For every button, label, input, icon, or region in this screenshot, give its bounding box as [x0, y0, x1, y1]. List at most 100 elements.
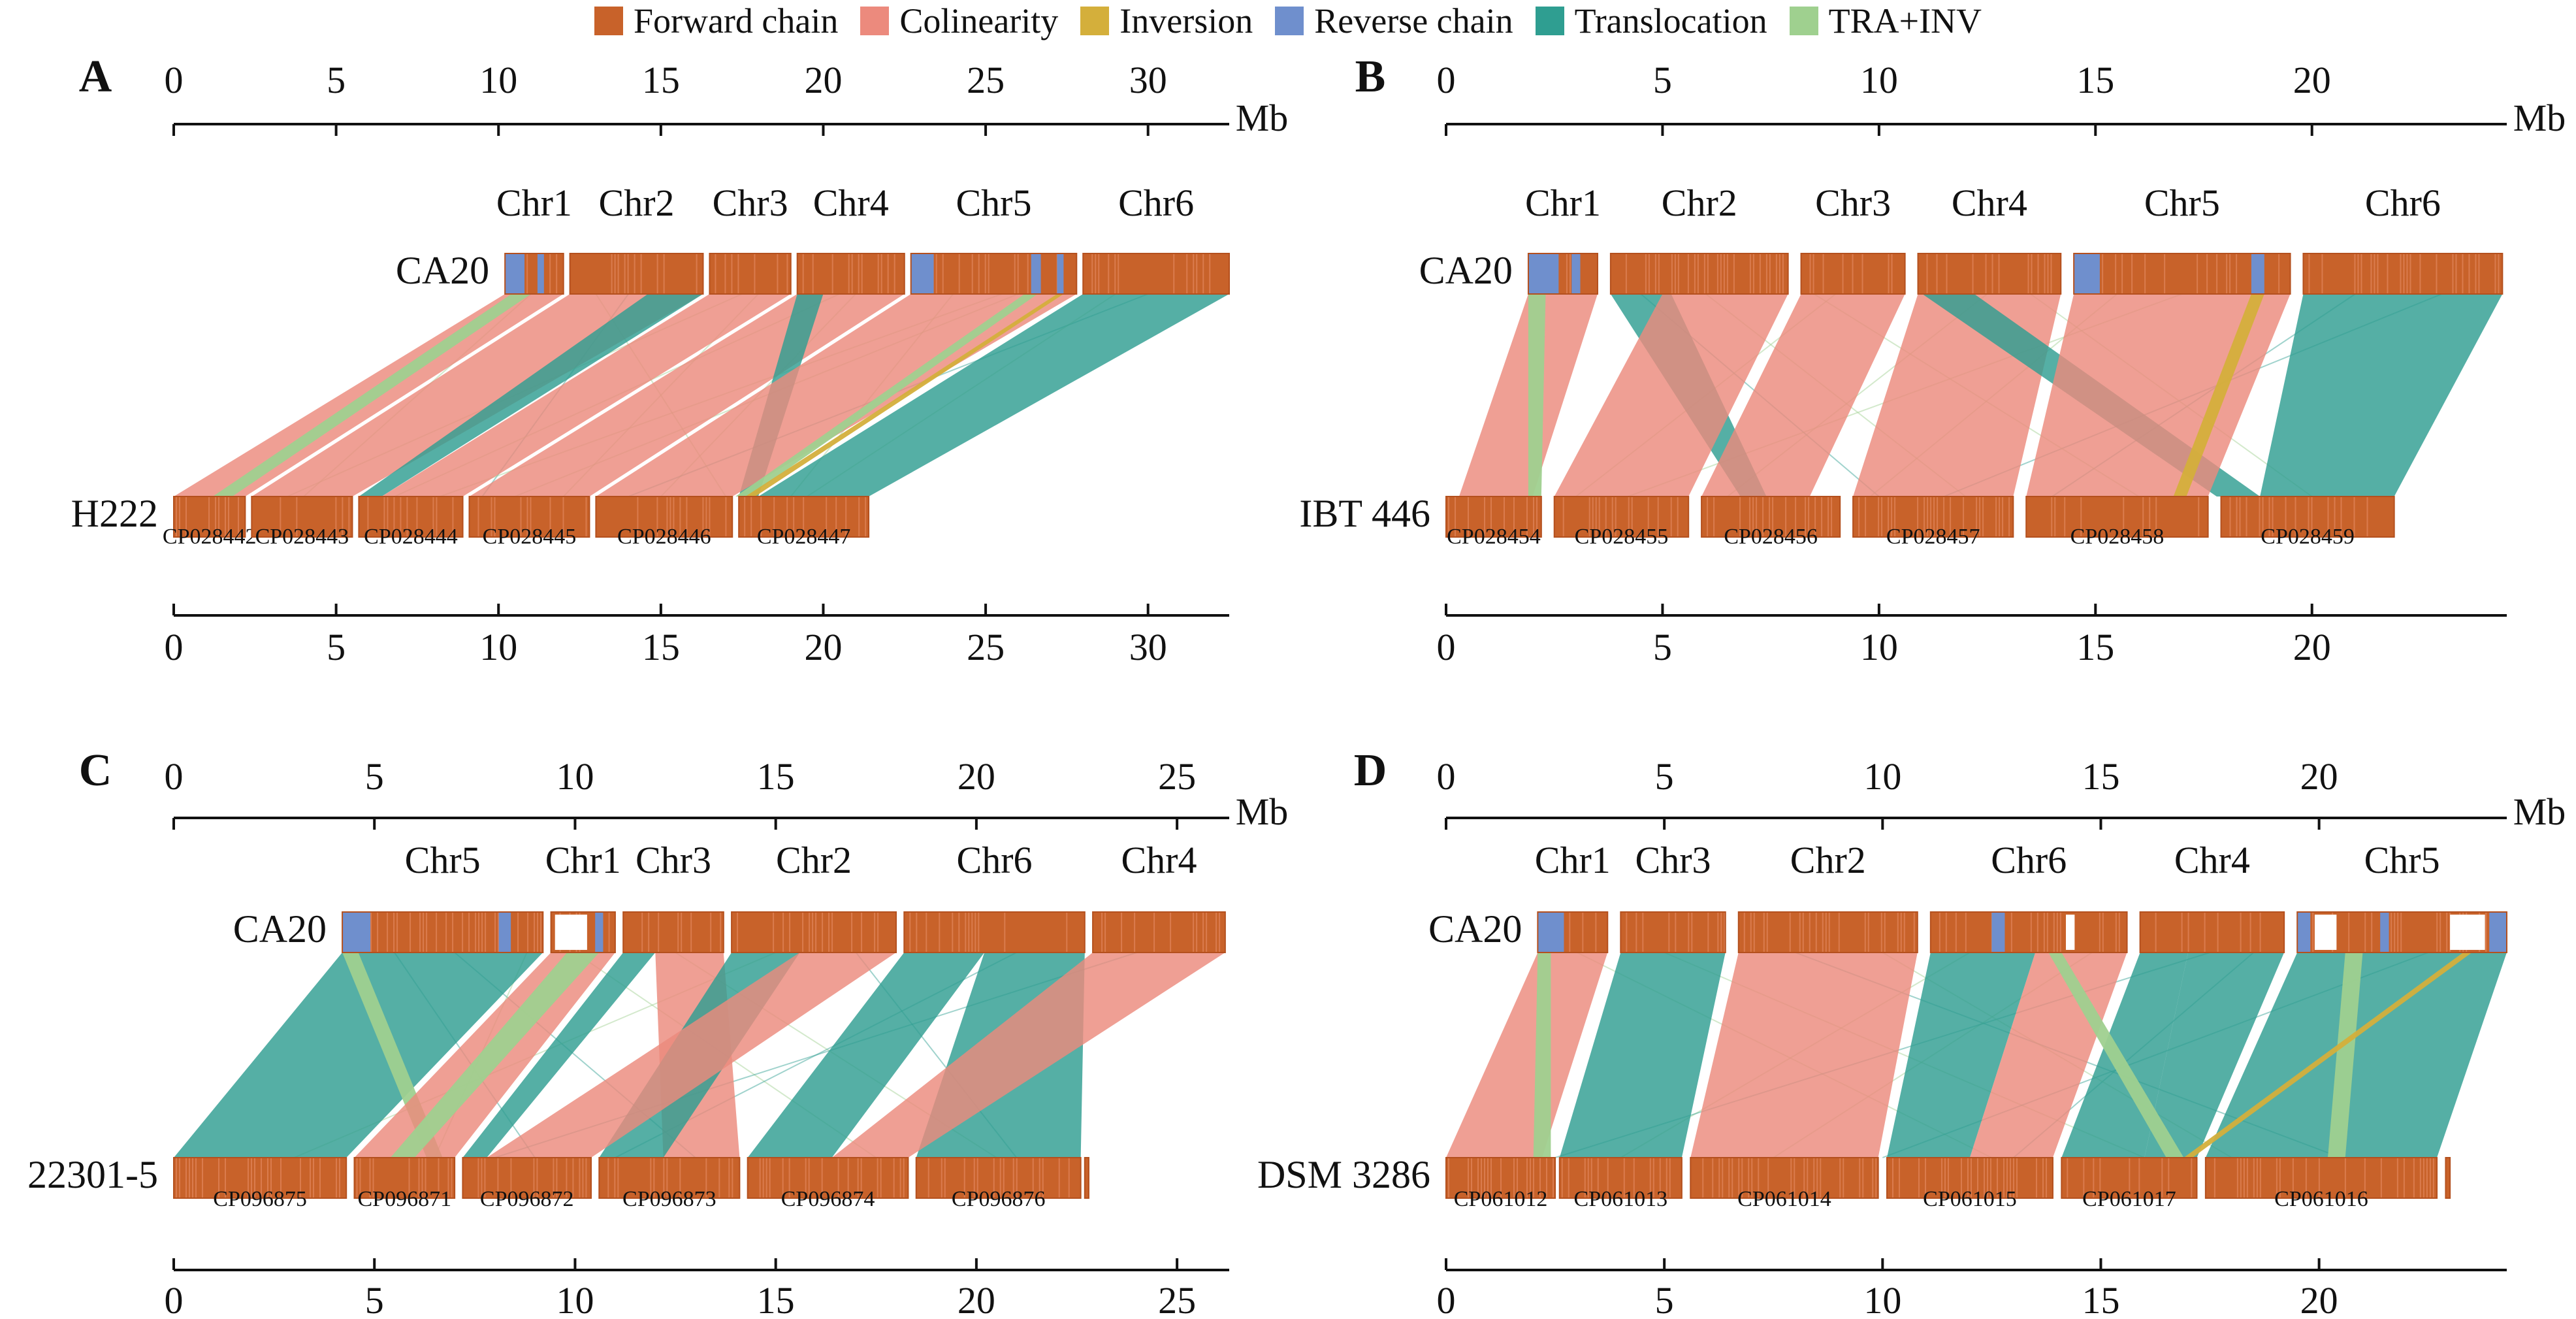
query-contig-streak: [447, 1158, 449, 1198]
query-contig-streak: [1592, 497, 1594, 537]
query-contig-streak: [2080, 497, 2082, 537]
query-contig-streak: [176, 1158, 177, 1198]
reference-chromosome-border: [1800, 253, 1906, 295]
reference-chromosome-body: [342, 912, 543, 953]
query-contig-streak: [857, 1158, 859, 1198]
reference-chromosome-streak: [1842, 253, 1844, 294]
query-contig-border: [251, 496, 353, 538]
query-contig-streak: [520, 497, 522, 537]
reference-chromosome-streak: [1884, 912, 1886, 953]
query-contig-streak: [2138, 1158, 2140, 1198]
legend-item: Inversion: [1080, 1, 1253, 41]
query-contig-streak: [1568, 1158, 1570, 1198]
query-contig-border: [1886, 1157, 2053, 1199]
query-contig-streak: [637, 497, 639, 537]
query-contig-streak: [837, 1158, 839, 1198]
query-contig-streak: [369, 1158, 371, 1198]
reference-chromosome-streak: [2115, 253, 2117, 294]
panel-letter: A: [79, 52, 112, 102]
query-contig-streak: [228, 497, 229, 537]
query-contig-streak: [335, 497, 337, 537]
reference-chromosome-streak: [1153, 912, 1155, 953]
query-contig-streak: [1607, 1158, 1609, 1198]
query-contig-streak: [553, 1158, 555, 1198]
query-contig-streak: [359, 1158, 361, 1198]
legend: Forward chain Colinearity Inversion Reverse…: [0, 0, 2576, 42]
reference-chromosome-streak: [1098, 253, 1100, 294]
query-contig-streak: [893, 1158, 895, 1198]
query-contig-streak: [1504, 497, 1505, 537]
reference-chromosome: [1929, 911, 2128, 953]
reference-chromosome-streak: [2050, 253, 2052, 294]
query-contig-streak: [2042, 1158, 2044, 1198]
contig-label: CP028455: [1575, 525, 1669, 549]
reference-chromosome-body: [797, 253, 905, 294]
reference-chromosome-streak: [1903, 912, 1905, 953]
query-contig-streak: [1484, 497, 1485, 537]
contig-label: CP028442: [163, 525, 257, 549]
query-contig-streak: [1530, 1158, 1531, 1198]
reference-chromosome-streak: [1946, 253, 1948, 294]
query-contig-streak: [400, 497, 402, 537]
top-tick-label: 20: [958, 755, 995, 798]
reference-chromosome-streak: [681, 912, 683, 953]
reference-chromosome-border: [569, 253, 704, 295]
query-contig-body: [1084, 1158, 1089, 1198]
query-contig-streak: [248, 1158, 249, 1198]
reference-chromosome-streak: [1880, 912, 1882, 953]
reference-chromosome-streak: [1569, 253, 1571, 294]
reference-chromosome-streak: [2030, 912, 2032, 953]
query-contig-streak: [1677, 497, 1679, 537]
query-contig-streak: [2236, 1158, 2238, 1198]
query-contig-streak: [1657, 497, 1659, 537]
reference-chromosome-streak: [2494, 253, 2496, 294]
query-contig-streak: [1924, 497, 1925, 537]
reference-chromosome-streak: [958, 912, 960, 953]
reference-chromosome-streak: [887, 253, 889, 294]
reference-chromosome-streak: [549, 253, 551, 294]
reference-chromosome-streak: [1104, 912, 1106, 953]
reference-chromosome-streak: [452, 912, 454, 953]
reference-chromosome-streak: [851, 912, 853, 953]
query-contig-streak: [383, 497, 385, 537]
query-contig-streak: [2093, 1158, 2095, 1198]
bottom-tick-label: 10: [556, 1279, 594, 1319]
reference-chromosome-border: [1620, 911, 1726, 953]
query-contig-streak: [1995, 497, 1997, 537]
legend-label: Translocation: [1574, 1, 1767, 41]
query-contig-streak: [1888, 497, 1890, 537]
reference-chromosome-streak: [1017, 253, 1019, 294]
query-contig-streak: [2064, 497, 2066, 537]
reference-chromosome-streak: [2206, 253, 2208, 294]
reference-chromosome-reverse-region: [595, 912, 604, 953]
query-contig-streak: [1595, 497, 1597, 537]
reference-chromosome-reverse-region: [2489, 912, 2507, 953]
query-contig-streak: [2294, 497, 2296, 537]
reference-chromosome-streak: [812, 912, 814, 953]
contig-label: CP061012: [1454, 1187, 1548, 1211]
query-contig-border: [1558, 1157, 1682, 1199]
reference-chromosome-streak: [1809, 912, 1811, 953]
query-contig-streak: [2353, 497, 2355, 537]
bottom-tick-label: 0: [1437, 626, 1456, 668]
reference-chromosome-streak: [1861, 253, 1863, 294]
legend-item: Translocation: [1535, 1, 1767, 41]
top-tick-label: 0: [1437, 59, 1456, 101]
contig-label: CP096876: [952, 1187, 1046, 1211]
reference-chromosome-streak: [2229, 253, 2231, 294]
query-contig-streak: [425, 1158, 427, 1198]
reference-chromosome-streak: [754, 253, 756, 294]
reference-chromosome-streak: [485, 912, 487, 953]
query-contig-border: [353, 1157, 456, 1199]
reference-chromosome-streak: [880, 253, 882, 294]
query-contig-streak: [1821, 497, 1823, 537]
query-contig-body: [2445, 1158, 2451, 1198]
query-contig-streak: [225, 497, 226, 537]
query-contig-streak: [1628, 497, 1630, 537]
query-contig-streak: [1827, 497, 1829, 537]
query-contig-streak: [1967, 1158, 1969, 1198]
query-contig-streak: [1986, 1158, 1988, 1198]
reference-chromosome-streak: [1789, 912, 1791, 953]
query-contig-streak: [2311, 497, 2313, 537]
reference-chromosome-streak: [2498, 253, 2500, 294]
